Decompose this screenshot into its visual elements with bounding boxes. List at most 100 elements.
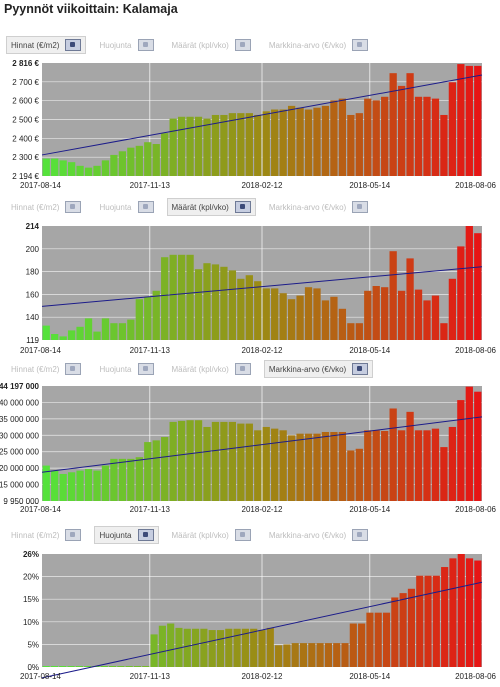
y-tick-label: 180 bbox=[26, 268, 40, 277]
bar bbox=[169, 421, 177, 501]
bar bbox=[271, 109, 279, 176]
bar bbox=[101, 160, 110, 176]
bar bbox=[67, 330, 76, 340]
y-tick-label: 9 950 000 bbox=[3, 497, 39, 506]
trend-line bbox=[41, 416, 483, 473]
x-tick-label: 2018-05-14 bbox=[349, 181, 390, 190]
bar bbox=[211, 264, 220, 340]
bar bbox=[271, 288, 279, 340]
x-tick-label: 2018-08-06 bbox=[455, 672, 496, 681]
tab-hinnat[interactable]: Hinnat (€/m2) bbox=[6, 526, 86, 544]
tab-hinnat[interactable]: Hinnat (€/m2) bbox=[6, 360, 86, 378]
tab-label: Huojunta bbox=[99, 364, 132, 374]
bar bbox=[414, 289, 423, 340]
bar bbox=[220, 114, 228, 176]
bar bbox=[389, 408, 397, 501]
chart-hinnat: 2 816 € 2 700 € 2 600 € 2 500 € 2 400 € 2 300… bbox=[0, 57, 497, 190]
x-tick-label: 2018-02-12 bbox=[242, 672, 283, 681]
tab-markkina-arvo[interactable]: Markkina-arvo (€/vko) bbox=[263, 360, 374, 378]
tab-markkina-arvo[interactable]: Markkina-arvo (€/vko) bbox=[264, 36, 373, 54]
bar bbox=[423, 96, 431, 176]
bar bbox=[279, 293, 287, 340]
bar bbox=[127, 319, 135, 340]
bar bbox=[355, 448, 363, 501]
bar bbox=[349, 623, 357, 667]
chart-icon bbox=[234, 39, 251, 51]
bar bbox=[321, 105, 330, 176]
bar bbox=[158, 625, 166, 667]
bar bbox=[110, 323, 118, 340]
bar bbox=[389, 251, 397, 340]
bar bbox=[84, 318, 93, 340]
bar bbox=[150, 634, 158, 667]
chart-icon bbox=[137, 39, 154, 51]
bar bbox=[220, 266, 228, 340]
x-tick-label: 2018-02-12 bbox=[242, 346, 283, 355]
x-tick-label: 2017-11-13 bbox=[130, 505, 171, 514]
bar bbox=[76, 165, 84, 176]
bar bbox=[304, 287, 313, 340]
tab-huojunta[interactable]: Huojunta bbox=[94, 36, 158, 54]
bar bbox=[211, 421, 220, 501]
tab-huojunta[interactable]: Huojunta bbox=[94, 360, 158, 378]
bar bbox=[338, 308, 347, 340]
bar bbox=[347, 450, 355, 501]
tab-hinnat[interactable]: Hinnat (€/m2) bbox=[6, 36, 87, 54]
bar bbox=[423, 430, 431, 501]
tab-label: Hinnat (€/m2) bbox=[11, 202, 60, 212]
bar bbox=[118, 458, 127, 501]
bar bbox=[399, 593, 407, 667]
bar bbox=[364, 430, 372, 501]
y-tick-label: 200 bbox=[26, 245, 40, 254]
bar bbox=[283, 644, 291, 667]
bar bbox=[321, 431, 330, 501]
tab-maarat[interactable]: Määrät (kpl/vko) bbox=[167, 36, 256, 54]
bar bbox=[358, 623, 366, 667]
tab-hinnat[interactable]: Hinnat (€/m2) bbox=[6, 198, 86, 216]
bar bbox=[313, 288, 321, 340]
bar bbox=[313, 433, 321, 501]
bar bbox=[245, 275, 253, 340]
bar bbox=[279, 430, 287, 501]
chart-icon bbox=[352, 529, 369, 541]
bar bbox=[211, 114, 220, 176]
bar bbox=[262, 426, 270, 501]
tab-huojunta[interactable]: Huojunta bbox=[94, 526, 159, 544]
bar bbox=[308, 643, 316, 667]
bar bbox=[220, 421, 228, 501]
bar bbox=[203, 263, 211, 340]
x-tick-label: 2018-02-12 bbox=[242, 181, 283, 190]
tab-markkina-arvo[interactable]: Markkina-arvo (€/vko) bbox=[264, 198, 373, 216]
chart-icon bbox=[234, 201, 251, 213]
bar bbox=[347, 114, 355, 176]
tab-label: Markkina-arvo (€/vko) bbox=[268, 202, 347, 212]
bar bbox=[266, 627, 274, 667]
tab-maarat[interactable]: Määrät (kpl/vko) bbox=[167, 526, 256, 544]
tab-markkina-arvo[interactable]: Markkina-arvo (€/vko) bbox=[264, 526, 373, 544]
bar bbox=[330, 100, 338, 176]
bar bbox=[67, 472, 76, 501]
bar bbox=[440, 114, 448, 176]
bar bbox=[67, 162, 76, 176]
bar bbox=[186, 420, 194, 501]
bar bbox=[304, 433, 313, 501]
bar bbox=[397, 290, 406, 340]
chart-icon bbox=[65, 529, 82, 541]
bar bbox=[296, 433, 304, 501]
tab-huojunta[interactable]: Huojunta bbox=[94, 198, 158, 216]
tab-maarat[interactable]: Määrät (kpl/vko) bbox=[167, 360, 256, 378]
bar bbox=[84, 468, 93, 501]
bar bbox=[84, 666, 92, 667]
bar bbox=[101, 465, 110, 501]
tab-maarat[interactable]: Määrät (kpl/vko) bbox=[166, 198, 256, 216]
y-tick-label: 44 197 000 bbox=[0, 382, 40, 391]
bar bbox=[389, 73, 397, 176]
bar bbox=[142, 666, 150, 667]
bar bbox=[135, 457, 143, 501]
bar bbox=[414, 430, 423, 501]
bar bbox=[465, 558, 474, 667]
bar bbox=[42, 465, 50, 501]
bar bbox=[432, 575, 440, 667]
trend-line bbox=[41, 74, 483, 156]
bar bbox=[321, 300, 330, 340]
